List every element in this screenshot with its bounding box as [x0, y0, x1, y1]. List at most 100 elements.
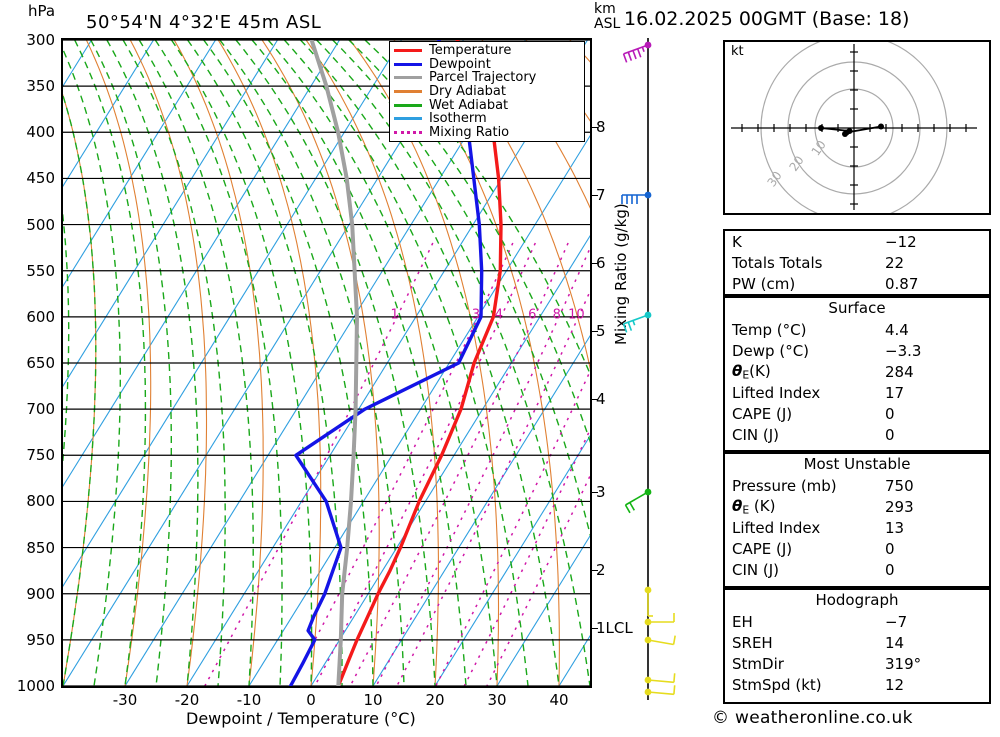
hodograph-stats-row-label: StmDir: [732, 654, 784, 673]
altitude-unit-km: km: [594, 1, 616, 17]
wind-barb-full: [627, 51, 633, 61]
pressure-tick-label: 950: [26, 630, 55, 649]
indices-row-label: K: [732, 232, 742, 251]
pressure-tick-label: 800: [26, 492, 55, 511]
altitude-tick-label: 2: [596, 561, 606, 579]
wet-adiabat-line: [63, 47, 121, 686]
wind-barb-shaft: [623, 314, 649, 325]
surface-row: CIN (J) 0: [725, 424, 989, 445]
hodograph-stats-row-value: −7: [885, 612, 908, 631]
pressure-tick-label: 700: [26, 400, 55, 419]
altitude-tick-mark: [592, 628, 598, 629]
pressure-tick-label: 550: [26, 261, 55, 280]
surface-row-value: 4.4: [885, 320, 909, 339]
trace-parcel-trajectory: [309, 40, 359, 686]
temperature-tick-label: 0: [306, 691, 316, 709]
legend-color-swatch: [394, 49, 422, 53]
surface-row-label: θE(K): [732, 361, 771, 382]
skewt-svg: 1 3 4 6 8 10: [63, 40, 590, 686]
pressure-tick-label: 650: [26, 354, 55, 372]
temperature-tick-label: 40: [549, 691, 569, 709]
surface-row-label: CIN (J): [732, 425, 780, 444]
pressure-tick-label: 500: [26, 215, 55, 234]
wind-barb: [622, 41, 652, 63]
legend-color-swatch: [394, 62, 422, 66]
legend-color-swatch: [394, 103, 422, 107]
lcl-altitude-label: 1LCL: [596, 619, 633, 637]
most-unstable-row-value: 13: [885, 518, 905, 537]
legend-color-swatch: [394, 130, 422, 134]
indices-row-value: 22: [885, 253, 905, 272]
surface-row-value: 0: [885, 404, 895, 423]
legend-color-swatch: [394, 117, 422, 121]
isotherm-line: [63, 40, 216, 288]
most-unstable-panel: Most Unstable Pressure (mb) 750 θE (K) 293 Li…: [723, 452, 991, 588]
indices-row: K −12: [725, 231, 989, 252]
wind-barb-full: [629, 502, 636, 511]
indices-row-value: 0.87: [885, 274, 919, 293]
surface-row: CAPE (J) 0: [725, 403, 989, 424]
trace-dewpoint: [288, 40, 484, 686]
altitude-tick-label: 6: [596, 254, 606, 272]
most-unstable-row-label: θE (K): [732, 496, 776, 517]
wind-barb: [644, 635, 676, 646]
mixing-ratio-label: 6: [528, 307, 536, 322]
surface-row: Dewp (°C) −3.3: [725, 340, 989, 361]
temperature-tick-label: 10: [363, 691, 383, 709]
surface-row-value: 17: [885, 383, 905, 402]
wind-barb-full: [622, 53, 628, 63]
wind-barb: [644, 685, 676, 696]
wind-barb-half: [632, 320, 636, 326]
pressure-tick-label: 750: [26, 446, 55, 465]
legend-item: Parcel Trajectory: [394, 71, 580, 85]
altitude-tick-mark: [592, 570, 598, 571]
surface-row: θE(K) 284: [725, 361, 989, 382]
altitude-tick-mark: [592, 492, 598, 493]
hodograph-stats-row: StmSpd (kt) 12: [725, 674, 989, 695]
mixing-ratio-label: 8: [553, 307, 561, 322]
wind-barb: [644, 586, 653, 617]
wind-barb-shaft: [647, 679, 674, 684]
hodograph-stats-row-label: StmSpd (kt): [732, 675, 822, 694]
altitude-tick-label: 5: [596, 322, 606, 340]
altitude-tick-mark: [592, 331, 598, 332]
altitude-unit-asl: ASL: [594, 16, 621, 32]
most-unstable-row-value: 0: [885, 560, 895, 579]
temperature-tick-label: -10: [236, 691, 262, 709]
mixing-ratio-label: 4: [495, 307, 503, 322]
surface-heading: Surface: [828, 299, 886, 317]
hodograph-point: [843, 129, 850, 136]
wet-adiabat-line: [316, 40, 590, 686]
hodograph-point: [878, 123, 884, 130]
surface-row-value: −3.3: [885, 341, 922, 360]
legend-item-label: Wet Adiabat: [429, 97, 509, 113]
surface-row-value: 284: [885, 362, 914, 381]
isotherm-line: [434, 434, 590, 686]
most-unstable-row: CIN (J) 0: [725, 559, 989, 580]
wind-barb-full: [627, 321, 633, 331]
pressure-tick-label: 450: [26, 169, 55, 188]
most-unstable-row: Lifted Index 13: [725, 517, 989, 538]
wind-barb-half: [641, 46, 645, 53]
wind-barb: [621, 191, 652, 204]
hodograph-stats-row-label: SREH: [732, 633, 773, 652]
most-unstable-row-value: 0: [885, 539, 895, 558]
wind-barb: [624, 488, 652, 514]
skewt-plot-area: 1 3 4 6 8 10: [61, 38, 592, 688]
mixing-ratio-label: 10: [568, 307, 585, 322]
temperature-tick-label: -30: [112, 691, 138, 709]
surface-row-label: CAPE (J): [732, 404, 793, 423]
altitude-axis-unit-label: km ASL: [594, 2, 620, 32]
pressure-tick-label: 300: [26, 31, 55, 49]
hodograph-stats-row-value: 12: [885, 675, 905, 694]
surface-row: Temp (°C) 4.4: [725, 319, 989, 340]
legend-item: Mixing Ratio: [394, 126, 580, 140]
hodograph-stats-row: EH −7: [725, 611, 989, 632]
most-unstable-row-value: 293: [885, 497, 914, 516]
wet-adiabat-line: [170, 40, 313, 686]
mixing-ratio-line: [435, 369, 590, 686]
hodograph-stats-heading: Hodograph: [815, 591, 899, 609]
